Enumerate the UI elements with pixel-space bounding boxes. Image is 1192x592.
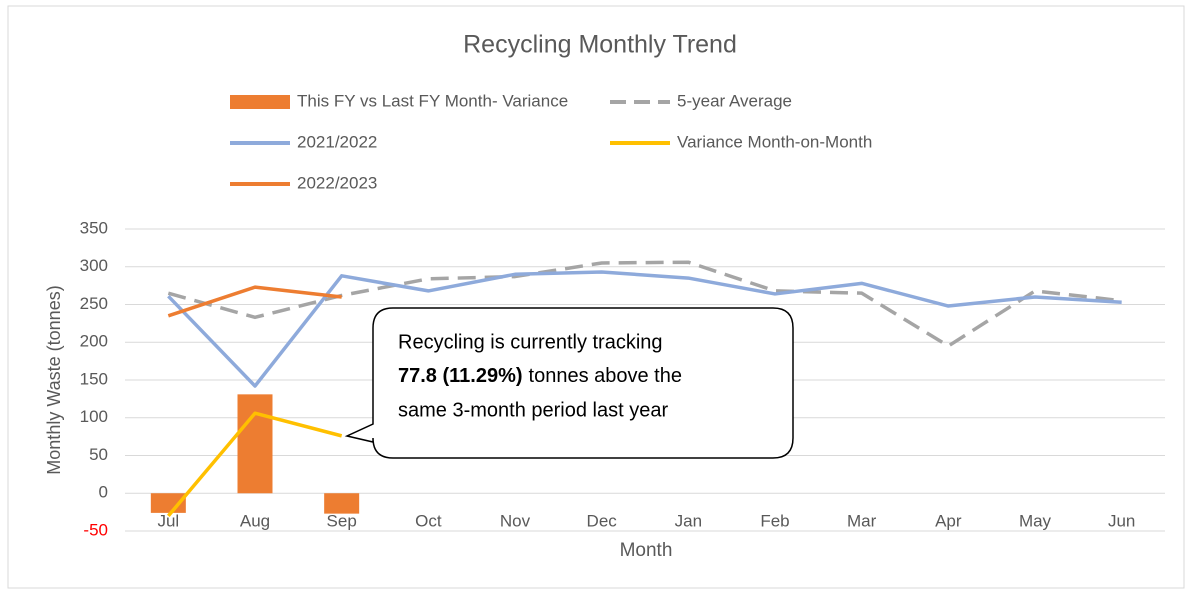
chart-title: Recycling Monthly Trend [463,31,737,59]
x-axis-label: Month [620,540,673,561]
line-series [166,411,343,518]
line-series [167,285,342,318]
y-tick-label: 0 [99,483,108,502]
x-tick-label: Dec [587,511,618,530]
x-tick-label: Oct [415,511,442,530]
x-tick-label: May [1019,511,1052,530]
x-tick-label: Feb [760,511,789,530]
callout-box [344,307,794,459]
callout-text: 77.8 (11.29%) tonnes above the [398,365,682,387]
legend-swatch [230,95,290,109]
bar [237,394,273,494]
callout-text: same 3-month period last year [398,399,668,421]
y-tick-label: 350 [80,218,108,237]
y-axis-label: Monthly Waste (tonnes) [44,285,64,474]
y-tick-label: 50 [89,445,108,464]
callout-text: tonnes above the [529,365,682,387]
legend-label: 5-year Average [677,91,792,110]
callout: Recycling is currently tracking 77.8 (11… [344,307,794,459]
y-tick-label: 100 [80,407,108,426]
x-tick-label: Mar [847,511,877,530]
y-tick-label: 300 [80,256,108,275]
callout-text: Recycling is currently tracking [398,331,663,353]
y-tick-label: -50 [83,520,108,539]
legend-label: 2022/2023 [297,173,377,192]
x-tick-label: Sep [327,511,357,530]
x-tick-label: Nov [500,511,531,530]
legend-label: This FY vs Last FY Month- Variance [297,91,568,110]
x-tick-label: Apr [935,511,962,530]
x-tick-label: Aug [240,511,270,530]
x-tick-label: Jan [675,511,702,530]
y-tick-label: 150 [80,369,108,388]
bar [324,493,360,514]
line-series [167,260,1122,348]
x-tick-label: Jul [157,511,179,530]
legend-label: Variance Month-on-Month [677,132,872,151]
x-tick-label: Jun [1108,511,1135,530]
callout-bold: 77.8 (11.29%) [398,365,523,387]
y-tick-label: 250 [80,294,108,313]
chart-frame [7,5,1185,589]
plot: -50 0 50 100 150 200 250 300 350 Jul Aug Sep Oct Nov D… [80,218,1165,539]
y-tick-label: 200 [80,332,108,351]
legend-label: 2021/2022 [297,132,377,151]
